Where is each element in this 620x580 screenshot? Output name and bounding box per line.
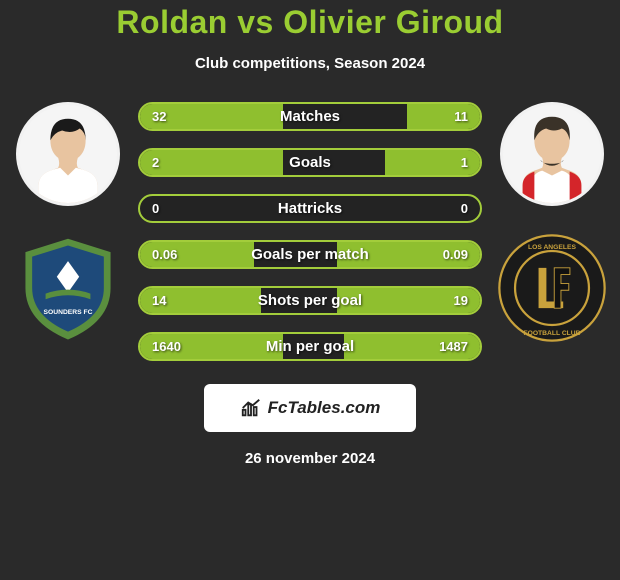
stat-label: Min per goal [140, 338, 480, 355]
date-label: 26 november 2024 [0, 450, 620, 467]
club-right-icon: LOS ANGELES FOOTBALL CLUB [496, 232, 608, 344]
main-area: SOUNDERS FC 32Matches11 2Goals1 0Hattricks… [0, 102, 620, 378]
stat-value-right: 1 [461, 155, 468, 170]
stat-bar: 0Hattricks0 [138, 194, 482, 223]
club-left-badge: SOUNDERS FC [12, 232, 124, 344]
stat-bar: 0.06Goals per match0.09 [138, 240, 482, 269]
player-left-icon [19, 105, 117, 203]
svg-text:SOUNDERS FC: SOUNDERS FC [44, 309, 93, 316]
left-side: SOUNDERS FC [8, 102, 128, 378]
stat-value-right: 1487 [439, 339, 468, 354]
stat-label: Shots per goal [140, 292, 480, 309]
player-left-avatar [16, 102, 120, 206]
right-side: LOS ANGELES FOOTBALL CLUB [492, 102, 612, 378]
chart-icon [240, 397, 262, 419]
site-name: FcTables.com [268, 398, 381, 418]
site-badge: FcTables.com [204, 384, 416, 432]
subtitle: Club competitions, Season 2024 [0, 55, 620, 72]
stat-value-right: 0.09 [443, 247, 468, 262]
stat-bar: 14Shots per goal19 [138, 286, 482, 315]
stat-bars: 32Matches11 2Goals1 0Hattricks0 0.06Goals p… [128, 102, 492, 378]
player-right-avatar [500, 102, 604, 206]
stat-bar: 32Matches11 [138, 102, 482, 131]
infographic-container: Roldan vs Olivier Giroud Club competitio… [0, 0, 620, 580]
stat-label: Hattricks [140, 200, 480, 217]
stat-value-right: 11 [454, 109, 468, 124]
stat-bar: 1640Min per goal1487 [138, 332, 482, 361]
stat-label: Matches [140, 108, 480, 125]
club-right-badge: LOS ANGELES FOOTBALL CLUB [496, 232, 608, 344]
svg-text:FOOTBALL CLUB: FOOTBALL CLUB [524, 330, 581, 337]
stat-bar: 2Goals1 [138, 148, 482, 177]
stat-value-right: 0 [461, 201, 468, 216]
player-right-icon [503, 105, 601, 203]
page-title: Roldan vs Olivier Giroud [0, 4, 620, 41]
stat-label: Goals per match [140, 246, 480, 263]
stat-value-right: 19 [454, 293, 468, 308]
club-left-icon: SOUNDERS FC [12, 232, 124, 344]
stat-label: Goals [140, 154, 480, 171]
svg-text:LOS ANGELES: LOS ANGELES [528, 244, 576, 251]
